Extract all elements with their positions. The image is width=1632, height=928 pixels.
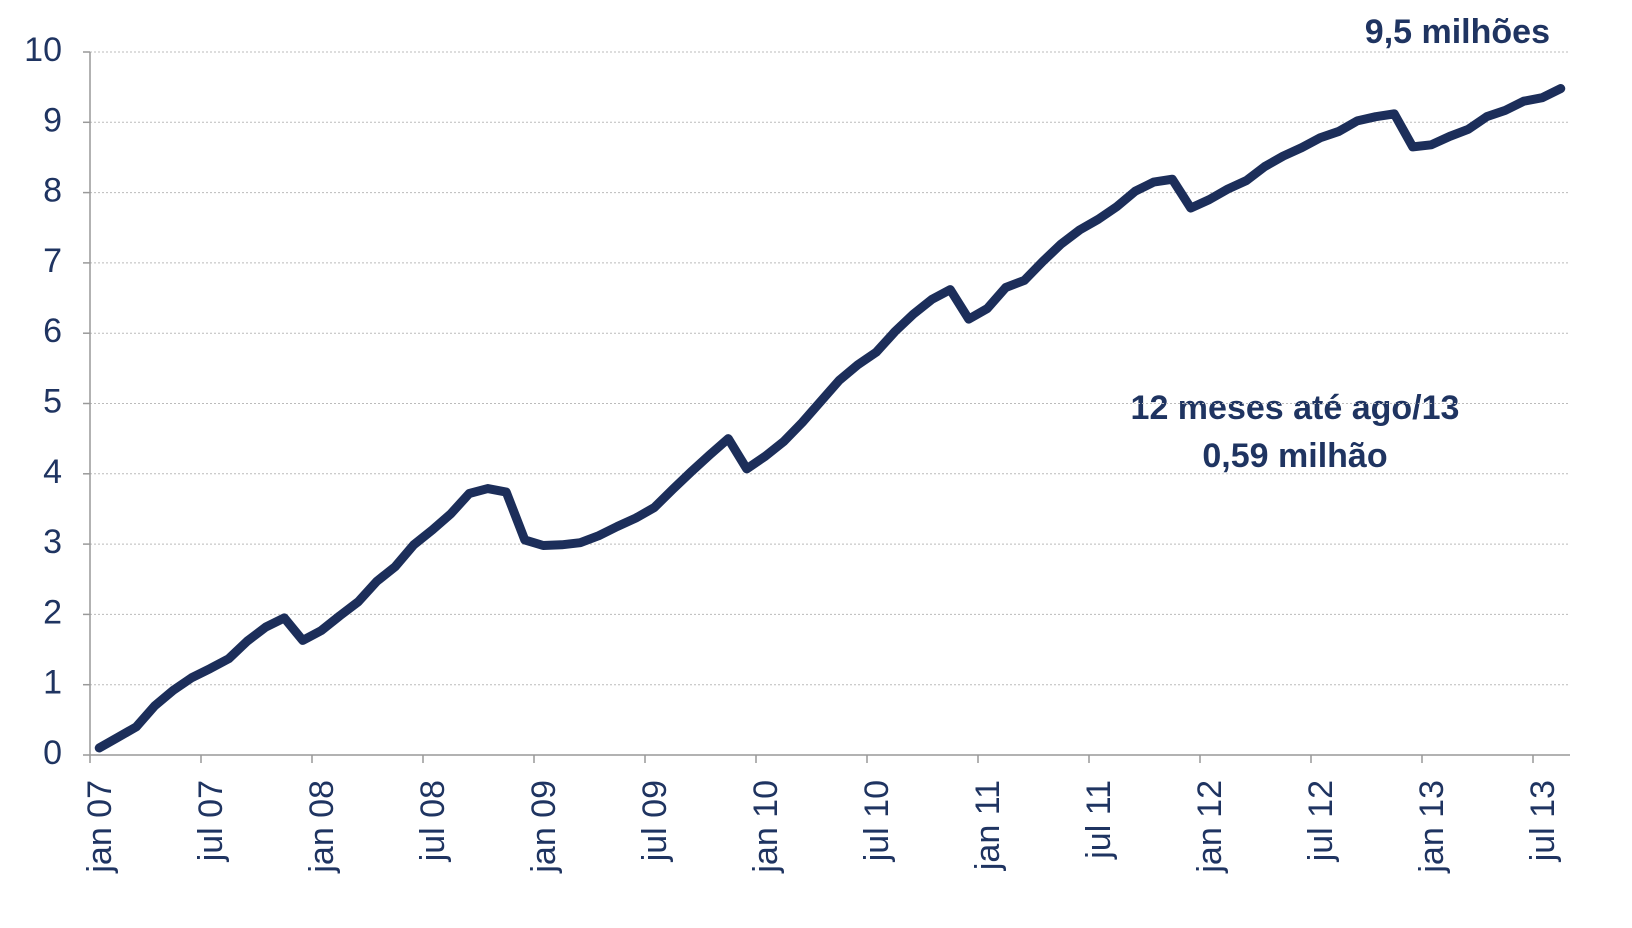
annotation: 0,59 milhão <box>1202 437 1387 475</box>
x-tick-label: jan 11 <box>969 780 1007 871</box>
y-tick-label: 8 <box>43 172 62 210</box>
y-tick-label: 4 <box>43 453 62 491</box>
y-tick-label: 2 <box>43 593 62 631</box>
x-tick-label: jan 07 <box>81 780 119 874</box>
line-series <box>94 84 1566 753</box>
x-tick-label: jan 13 <box>1413 780 1451 874</box>
x-tick-label: jan 10 <box>747 780 785 874</box>
x-tick-label: jul 12 <box>1302 780 1340 862</box>
y-tick-label: 3 <box>43 523 62 561</box>
y-tick-label: 5 <box>43 382 62 420</box>
x-tick-label: jul 11 <box>1080 780 1118 860</box>
x-tick-label: jan 08 <box>303 780 341 874</box>
x-tick-label: jul 08 <box>414 780 452 862</box>
x-tick-label: jul 10 <box>858 780 896 862</box>
x-tick-label: jan 09 <box>525 780 563 874</box>
y-tick-label: 1 <box>43 664 62 702</box>
y-tick-label: 10 <box>24 31 62 69</box>
x-tick-label: jul 07 <box>192 780 230 862</box>
annotation: 12 meses até ago/13 <box>1131 389 1460 427</box>
annotation: 9,5 milhões <box>1365 13 1550 51</box>
y-tick-label: 6 <box>43 312 62 350</box>
x-tick-label: jul 09 <box>636 780 674 862</box>
y-tick-label: 0 <box>43 734 62 772</box>
x-tick-label: jul 13 <box>1524 780 1562 862</box>
y-tick-label: 7 <box>43 242 62 280</box>
x-tick-label: jan 12 <box>1191 780 1229 874</box>
y-tick-label: 9 <box>43 101 62 139</box>
